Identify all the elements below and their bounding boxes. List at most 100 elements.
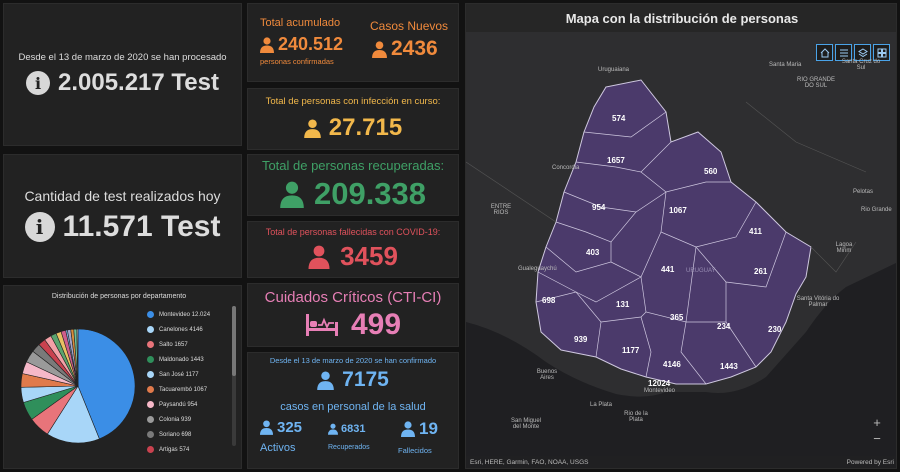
staff-value: 7175: [342, 368, 389, 391]
dept-value-artigas: 574: [612, 114, 626, 123]
recovered-panel: Total de personas recuperadas: 209.338: [247, 154, 459, 216]
legend-label: Soriano 698: [159, 431, 192, 438]
dept-value-florida: 365: [670, 313, 684, 322]
legend-item[interactable]: Soriano 698: [147, 427, 227, 442]
info-icon: i: [24, 212, 55, 242]
legend-swatch: [147, 401, 154, 408]
person-icon: [328, 423, 338, 435]
place-rio-de-la-plata: Rio de la Plata: [624, 411, 648, 423]
chart-title: Distribución de personas por departament…: [51, 293, 187, 300]
pie-chart: [20, 328, 136, 444]
processed-caption: Desde el 13 de marzo de 2020 se han proc…: [18, 52, 227, 63]
dept-value-soriano: 698: [542, 296, 556, 305]
dept-value-rivera: 560: [704, 167, 718, 176]
icu-label: Cuidados Críticos (CTI-CI): [264, 288, 442, 306]
legend-item[interactable]: San José 1177: [147, 367, 227, 382]
basemap-button[interactable]: [873, 44, 890, 61]
person-icon: [308, 245, 330, 269]
map-canvas: [466, 79, 896, 468]
basemap-gallery-icon: [877, 48, 886, 57]
legend-swatch: [147, 386, 154, 393]
staff-deceased-value: 19: [419, 419, 438, 438]
legend-swatch: [147, 341, 154, 348]
dept-value-durazno: 441: [661, 265, 675, 274]
place-santa-vitoria: Santa Vitória do Palmar: [796, 296, 840, 308]
active-value: 27.715: [328, 114, 403, 141]
pie-slice-flores[interactable]: [76, 328, 79, 387]
dept-value-san-jose: 1177: [622, 346, 640, 355]
recovered-value-row: 209.338: [280, 176, 426, 212]
zoom-out-button[interactable]: −: [873, 431, 881, 446]
place-lagoa-mirim: Lagoa Mirim: [835, 242, 853, 254]
legend-label: Colonia 939: [159, 416, 192, 423]
legend-item[interactable]: Artigas 574: [147, 442, 227, 457]
pie-slice-montevideo[interactable]: [77, 328, 136, 440]
total-cases-panel: Total acumulado 240.512 personas confirm…: [247, 3, 459, 82]
staff-active-label: Activos: [260, 442, 296, 454]
dept-value-paysandu: 954: [592, 203, 606, 212]
staff-recovered-row: 6831: [328, 423, 365, 435]
new-cases-value: 2436: [391, 37, 438, 60]
map-title: Mapa con la distribución de personas: [565, 11, 799, 26]
map-powered-by[interactable]: Powered by Esri: [846, 459, 894, 466]
person-icon: [401, 421, 415, 437]
map-header: Mapa con la distribución de personas: [466, 4, 896, 32]
layers-button[interactable]: [854, 44, 871, 61]
place-santa-cruz: Santa Cruz do Sul: [841, 59, 881, 71]
uruguay-shape: [535, 79, 812, 385]
place-pelotas: Pelotas: [853, 189, 874, 195]
active-cases-panel: Total de personas con infección en curso…: [247, 88, 459, 150]
new-cases-label: Casos Nuevos: [370, 19, 449, 33]
deceased-panel: Total de personas fallecidas con COVID-1…: [247, 221, 459, 278]
legend-item[interactable]: Colonia 939: [147, 412, 227, 427]
staff-deceased-label: Fallecidos: [398, 446, 432, 455]
today-caption: Cantidad de test realizados hoy: [24, 188, 221, 204]
legend-item[interactable]: Montevideo 12.024: [147, 307, 227, 322]
new-cases-value-row: 2436: [372, 37, 438, 61]
place-uruguay: URUGUAY: [686, 268, 716, 274]
deceased-value: 3459: [340, 241, 398, 271]
legend-item[interactable]: Paysandú 954: [147, 397, 227, 412]
hospital-bed-icon: [305, 313, 338, 336]
total-label: Total acumulado: [260, 17, 341, 29]
dept-value-salto: 1657: [607, 156, 625, 165]
scrollbar-thumb[interactable]: [232, 306, 236, 376]
legend-item[interactable]: Tacuarembó 1067: [147, 382, 227, 397]
map-panel[interactable]: Mapa con la distribución de personas: [465, 3, 897, 469]
staff-value-row: 7175: [248, 368, 458, 392]
place-rio-grande-do-sul: RIO GRANDE DO SUL: [796, 77, 835, 89]
legend-item[interactable]: Maldonado 1443: [147, 352, 227, 367]
total-sub: personas confirmadas: [260, 57, 334, 66]
legend-item[interactable]: Canelones 4146: [147, 322, 227, 337]
place-santa-maria: Santa Maria: [769, 62, 802, 68]
zoom-in-button[interactable]: +: [873, 415, 881, 430]
person-icon: [280, 181, 304, 208]
dept-value-maldonado: 1443: [720, 362, 738, 371]
legend-item[interactable]: Salto 1657: [147, 337, 227, 352]
place-rio-grande: Rio Grande: [861, 207, 892, 213]
legend-button[interactable]: [835, 44, 852, 61]
place-buenos-aires: Buenos Aires: [536, 369, 558, 381]
person-icon: [303, 118, 321, 138]
dept-value-cerro-largo: 411: [749, 227, 762, 236]
map-toolbar: [816, 44, 890, 61]
total-value: 240.512: [278, 34, 344, 54]
legend-label: Montevideo 12.024: [159, 311, 211, 318]
legend-label: Salto 1657: [159, 341, 188, 348]
staff-recovered-label: Recuperados: [328, 444, 370, 451]
legend-label: Maldonado 1443: [159, 356, 204, 363]
person-icon: [260, 420, 273, 435]
icu-panel: Cuidados Críticos (CTI-CI) 499: [247, 283, 459, 347]
home-button[interactable]: [816, 44, 833, 61]
processed-value: 2.005.217 Test: [57, 69, 219, 96]
processed-tests-panel: Desde el 13 de marzo de 2020 se han proc…: [3, 3, 242, 146]
dept-value-colonia: 939: [574, 335, 588, 344]
place-uruguaiana: Uruguaiana: [598, 67, 630, 73]
person-icon: [317, 370, 334, 390]
pie-slice-canelones[interactable]: [46, 385, 100, 444]
icu-value-row: 499: [305, 308, 401, 342]
legend-scrollbar[interactable]: [232, 306, 236, 446]
place-san-miguel: San Miguel del Monte: [510, 418, 542, 430]
department-chart-panel: Distribución de personas por departament…: [3, 285, 242, 469]
place-montevideo: Montevideo: [644, 388, 676, 394]
